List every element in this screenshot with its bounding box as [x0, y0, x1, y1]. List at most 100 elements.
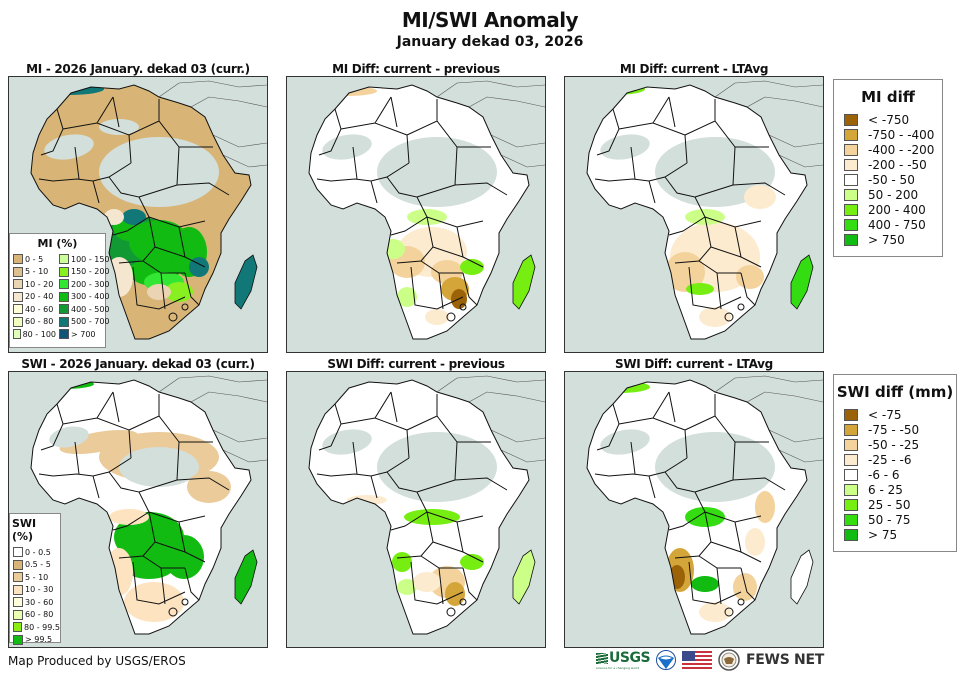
- legend-item: -6 - 6: [844, 467, 956, 482]
- legend-label: 25 - 50: [868, 497, 911, 512]
- legend-swatch: [59, 329, 69, 340]
- legend-item: -25 - -6: [844, 452, 956, 467]
- africa-coastline: [308, 379, 530, 635]
- map-region: [460, 554, 484, 570]
- legend-label: 6 - 25: [868, 482, 903, 497]
- legend-swatch: [844, 423, 858, 436]
- legend-label: -25 - -6: [868, 452, 912, 467]
- country-borders: [594, 391, 786, 605]
- madagascar: [790, 549, 814, 605]
- legend-item: -400 - -200: [844, 142, 942, 157]
- map-region: [590, 381, 650, 393]
- map-region: [425, 309, 449, 325]
- legend-swatch: [844, 233, 858, 246]
- legend-swatch: [13, 622, 23, 633]
- legend-swatch: [13, 572, 23, 583]
- country-borders: [38, 96, 230, 310]
- legend-item: 0 - 0.5: [13, 546, 60, 559]
- legend-label: 5 - 10: [25, 572, 49, 582]
- legend-item: 10 - 20: [13, 278, 56, 291]
- legend-label: 60 - 80: [25, 317, 54, 327]
- legend-swatch: [59, 316, 69, 327]
- panel-title-swi-diff-ltavg: SWI Diff: current - LTAvg: [615, 357, 773, 371]
- africa-coastline: [586, 379, 808, 635]
- map-region: [460, 259, 484, 275]
- map-region: [733, 573, 757, 601]
- legend-swatch: [13, 266, 23, 277]
- legend-swatch: [844, 113, 858, 126]
- map-region: [600, 134, 650, 160]
- madagascar: [234, 254, 258, 310]
- legend-item: 50 - 75: [844, 512, 956, 527]
- map-region: [691, 576, 719, 592]
- legend-swatch: [59, 254, 69, 265]
- legend-title: MI (%): [37, 237, 78, 250]
- legend-item: 200 - 300: [59, 278, 110, 291]
- madagascar: [234, 549, 258, 605]
- middle-east-outline: [714, 375, 823, 463]
- map-mi-current: [8, 76, 268, 353]
- legend-swatch: [13, 316, 23, 327]
- legend-swatch: [13, 547, 23, 558]
- map-region: [392, 552, 412, 572]
- legend-item: 80 - 100: [13, 328, 56, 341]
- lesotho-eswatini-outline: [446, 607, 456, 617]
- map-region: [699, 307, 731, 327]
- legend-item: 500 - 700: [59, 316, 110, 329]
- madagascar: [790, 254, 814, 310]
- legend-label: 5 - 10: [25, 267, 49, 277]
- legend-swatch: [13, 584, 23, 595]
- legend-swatch: [844, 218, 858, 231]
- legend-label: > 99.5: [25, 635, 53, 645]
- map-region: [377, 432, 497, 502]
- legend-swatch: [844, 173, 858, 186]
- legend-label: 200 - 400: [868, 202, 926, 217]
- legend-label: 400 - 500: [71, 304, 110, 314]
- map-region: [44, 134, 94, 160]
- legend-label: 150 - 200: [71, 267, 110, 277]
- legend-label: > 750: [868, 232, 905, 247]
- map-region: [685, 507, 725, 527]
- legend-swatch: [844, 483, 858, 496]
- data-layer: [317, 86, 497, 325]
- map-region: [381, 239, 405, 259]
- legend-item: 20 - 40: [13, 291, 56, 304]
- usgs-tagline: science for a changing world: [596, 666, 640, 670]
- legend-swatch: [13, 559, 23, 570]
- legend-title: SWI (%): [12, 517, 37, 543]
- legend-label: > 75: [868, 527, 898, 542]
- map-region: [377, 137, 497, 207]
- legend-label: 0.5 - 5: [25, 560, 51, 570]
- legend-label: 20 - 40: [25, 292, 54, 302]
- legend-item: 5 - 10: [13, 266, 56, 279]
- lesotho-eswatini-outline: [737, 303, 745, 311]
- legend-label: 80 - 100: [22, 329, 56, 339]
- legend-item: 0 - 5: [13, 253, 56, 266]
- map-region: [122, 209, 146, 225]
- legend-item: > 700: [59, 328, 110, 341]
- legend-swatch: [844, 143, 858, 156]
- africa-landmass: [309, 380, 529, 634]
- africa-coastline: [30, 379, 252, 635]
- map-region: [745, 528, 765, 556]
- map-region: [755, 491, 775, 523]
- legend-swatch: [13, 304, 23, 315]
- map-region: [99, 137, 219, 207]
- noaa-logo-icon: [656, 650, 677, 670]
- legend-title: MI diff: [861, 88, 915, 106]
- legend-item: 5 - 10: [13, 571, 60, 584]
- panel-title-mi-diff-ltavg: MI Diff: current - LTAvg: [619, 62, 769, 76]
- partner-logos: USGS science for a changing world FEWS N…: [596, 649, 824, 671]
- legend-swi-percent: SWI (%) 0 - 0.5 0.5 - 5 5 - 10 10 - 30 30 - …: [9, 513, 61, 645]
- usgs-logo: USGS science for a changing world: [596, 650, 651, 670]
- legend-label: 10 - 30: [25, 585, 54, 595]
- legend-swatch: [13, 279, 23, 290]
- legend-label: 400 - 750: [868, 217, 926, 232]
- legend-label: 100 - 150: [71, 254, 110, 264]
- lesotho-eswatini-outline: [168, 607, 178, 617]
- map-region: [686, 283, 714, 295]
- legend-label: 50 - 75: [868, 512, 911, 527]
- map-region: [147, 284, 171, 300]
- lesotho-eswatini-outline: [168, 312, 178, 322]
- panel-title-mi-diff-previous: MI Diff: current - previous: [332, 62, 500, 76]
